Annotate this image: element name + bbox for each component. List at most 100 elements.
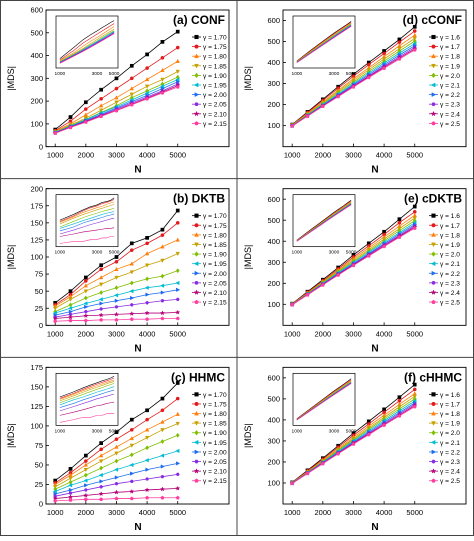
data-point	[99, 465, 104, 471]
series-1.90	[53, 268, 180, 315]
x-tick-label: 5000	[406, 329, 423, 338]
data-point	[114, 86, 119, 91]
x-axis-label: N	[371, 522, 378, 533]
inset-series-line	[59, 20, 115, 59]
inset-series-line	[59, 23, 115, 61]
data-point	[129, 270, 134, 275]
data-point	[336, 451, 341, 456]
data-point	[145, 236, 149, 240]
inset-series-line	[296, 204, 352, 242]
data-point	[160, 316, 165, 321]
legend-marker	[431, 242, 436, 248]
inset: 1000 3000 5000	[292, 372, 357, 434]
data-point	[397, 395, 402, 400]
legend-label: γ = 2.5	[440, 478, 460, 485]
legend-label: γ = 1.75	[203, 44, 227, 51]
legend-marker	[193, 261, 199, 267]
data-point	[412, 226, 417, 230]
inset-series-line	[296, 21, 352, 62]
data-point	[175, 208, 180, 213]
series-2.15	[53, 316, 180, 323]
inset: 1000 3000 5000	[292, 194, 357, 256]
x-tick-label: 3000	[108, 329, 125, 338]
x-axis-label: N	[371, 343, 378, 354]
legend-marker	[430, 261, 436, 267]
series-2.5	[290, 47, 417, 128]
inset-series-line	[59, 227, 115, 237]
data-point	[114, 76, 119, 81]
y-tick-label: 75	[35, 270, 43, 279]
series-1.95	[52, 448, 180, 494]
y-tick-label: 200	[267, 458, 280, 467]
data-point	[145, 241, 149, 246]
legend-label: γ = 2.15	[203, 300, 227, 307]
legend-marker	[194, 92, 200, 97]
data-point	[99, 267, 103, 272]
legend-marker	[193, 82, 199, 88]
data-point	[175, 268, 180, 274]
data-point	[145, 417, 149, 422]
inset-x-tick-label: 1000	[55, 428, 66, 434]
inset-series-line	[59, 28, 115, 62]
x-tick-label: 4000	[376, 329, 393, 338]
legend-marker	[193, 110, 200, 117]
data-point	[145, 66, 149, 70]
data-point	[53, 306, 58, 311]
legend-label: γ = 2.2	[440, 449, 460, 456]
data-point	[320, 282, 325, 287]
chart-title: (e) cDKTB	[404, 192, 462, 206]
legend-marker	[194, 410, 199, 416]
inset-series-line	[59, 401, 115, 416]
data-point	[382, 244, 387, 249]
inset-series-line	[59, 207, 115, 228]
series-2.15	[53, 495, 180, 503]
legend-marker	[194, 121, 199, 126]
y-tick-label: 175	[30, 201, 43, 210]
data-point	[52, 489, 57, 494]
data-point	[114, 496, 119, 501]
legend-marker	[194, 281, 199, 285]
x-tick-label: 5000	[169, 329, 186, 338]
legend-label: γ = 1.90	[203, 73, 227, 80]
data-point	[83, 459, 88, 463]
inset-x-tick-label: 5000	[109, 428, 120, 434]
legend-label: γ = 1.80	[203, 411, 227, 418]
data-point	[99, 441, 103, 445]
y-axis-label: |MDS|	[6, 245, 16, 270]
data-point	[159, 283, 165, 288]
data-point	[366, 253, 371, 258]
series-2.05	[53, 472, 180, 498]
data-point	[114, 266, 119, 271]
data-point	[53, 131, 58, 135]
y-tick-label: 600	[30, 6, 43, 15]
legend-marker	[194, 63, 199, 69]
x-tick-label: 4000	[139, 151, 156, 160]
legend-marker	[431, 410, 436, 416]
y-tick-label: 50	[35, 287, 43, 296]
data-point	[67, 314, 74, 320]
data-point	[290, 123, 295, 128]
inset-series-line	[59, 199, 115, 222]
legend-marker	[431, 281, 436, 285]
data-point	[175, 237, 180, 242]
series-1.70	[53, 208, 180, 305]
legend-label: γ = 2.05	[203, 459, 227, 466]
legend-label: γ = 2.5	[440, 300, 460, 307]
y-tick-label: 300	[30, 74, 43, 83]
inset-series-line	[296, 379, 352, 420]
y-tick-label: 200	[267, 279, 280, 288]
data-point	[114, 475, 119, 480]
data-point	[160, 244, 165, 249]
y-tick-label: 125	[30, 236, 43, 245]
legend-label: γ = 2.2	[440, 92, 460, 99]
legend-label: γ = 2.1	[440, 440, 460, 447]
x-tick-label: 2000	[314, 329, 331, 338]
inset-series-line	[296, 26, 352, 63]
data-point	[83, 100, 88, 105]
y-tick-label: 100	[267, 300, 280, 309]
legend-marker	[194, 223, 199, 228]
data-point	[83, 301, 88, 306]
legend-marker	[194, 459, 199, 464]
legend-label: γ = 2.4	[440, 290, 460, 297]
